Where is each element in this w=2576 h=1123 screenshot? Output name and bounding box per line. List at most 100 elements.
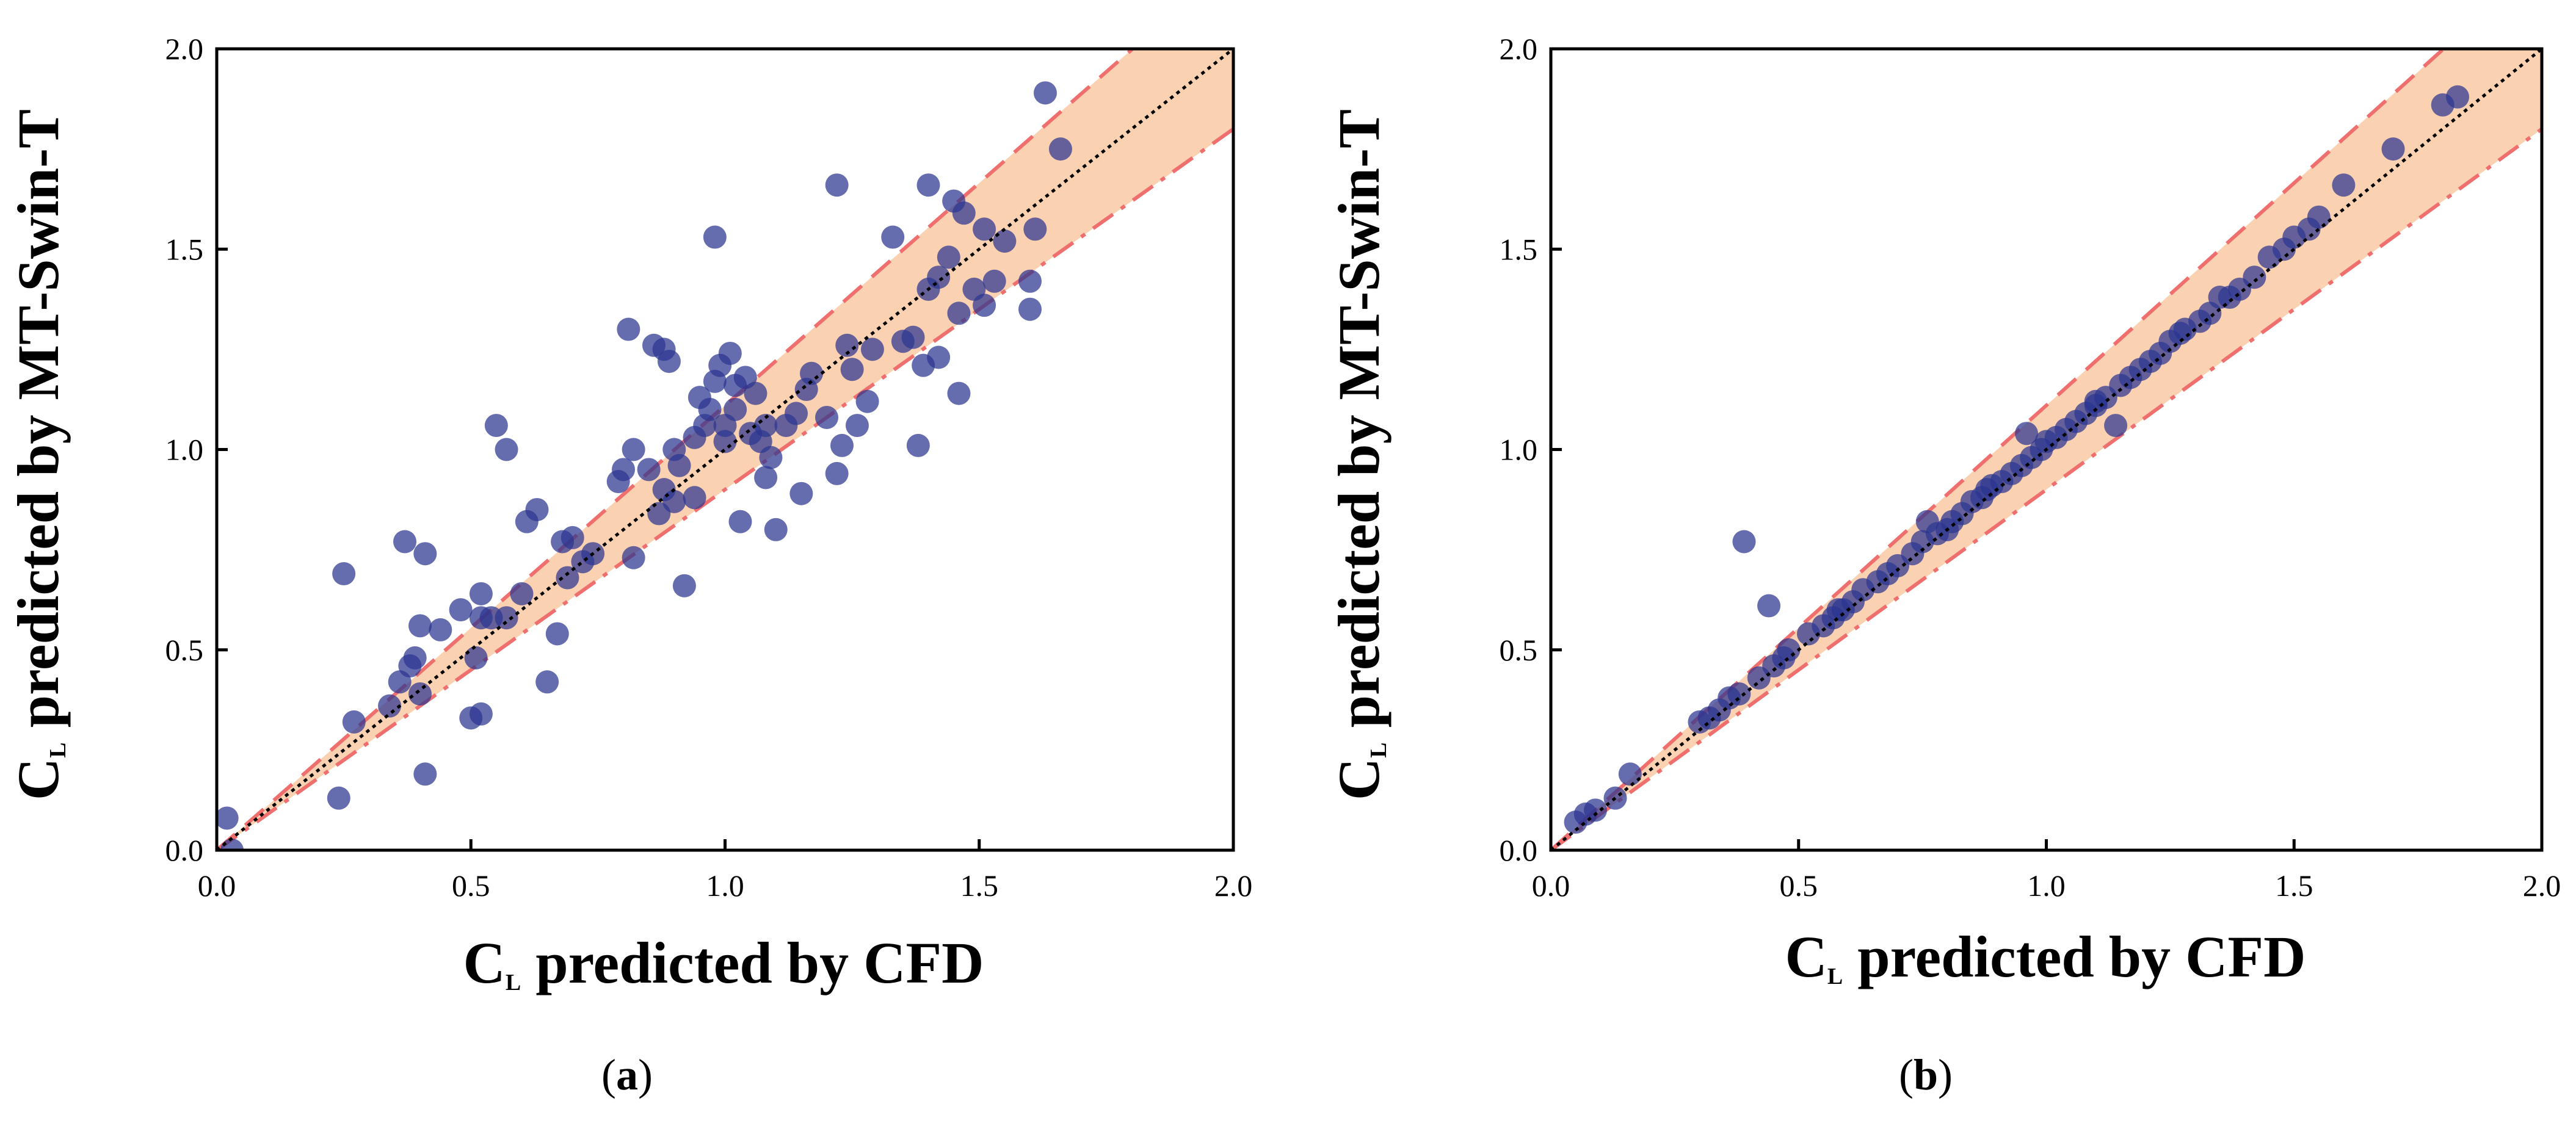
- data-point: [429, 618, 452, 641]
- data-point: [1757, 594, 1781, 618]
- panel-letter-a: a: [615, 1050, 638, 1099]
- data-point: [754, 466, 778, 489]
- data-point: [657, 350, 681, 374]
- data-point: [612, 458, 635, 482]
- data-point: [800, 361, 824, 385]
- data-point: [342, 710, 366, 734]
- data-point: [220, 839, 244, 850]
- data-point: [561, 525, 584, 549]
- y-axis-title-main: C: [1326, 758, 1391, 800]
- data-point: [703, 225, 727, 249]
- panel-a: 0.0 0.5 1.0 1.5 2.0 0.0 0.5 1.0 1.5 2.0 CL predict…: [5, 32, 1252, 1099]
- y-tick-label: 2.0: [1500, 32, 1538, 66]
- data-point: [683, 425, 706, 449]
- x-axis-title: CL predicted by CFD: [1785, 924, 2306, 989]
- data-point: [2168, 322, 2192, 345]
- data-point: [393, 530, 417, 554]
- y-axis-title-rest: predicted by MT-Swin-T: [1326, 109, 1391, 742]
- y-axis-title-sub: L: [1366, 742, 1391, 757]
- x-axis-title-main: C: [1785, 924, 1827, 989]
- data-point: [881, 225, 905, 249]
- plot-area: [1551, 49, 2542, 850]
- data-point: [815, 405, 838, 429]
- identity-line: [217, 49, 1233, 850]
- data-point: [217, 806, 239, 830]
- y-tick-label: 0.0: [165, 833, 204, 867]
- x-axis-title-rest: predicted by CFD: [1843, 924, 2306, 989]
- data-point: [927, 345, 951, 369]
- x-axis-title-rest: predicted by CFD: [521, 930, 984, 995]
- data-point: [1033, 81, 1057, 105]
- y-tick-label: 1.5: [165, 232, 204, 266]
- data-point: [845, 414, 869, 438]
- data-point: [947, 381, 971, 405]
- data-point: [1826, 598, 1850, 622]
- data-point: [1618, 762, 1642, 786]
- x-tick-label: 0.0: [198, 868, 236, 903]
- data-point: [622, 438, 645, 461]
- data-point: [510, 582, 534, 605]
- data-point: [764, 518, 788, 541]
- data-point: [2084, 389, 2108, 413]
- data-point: [724, 397, 747, 421]
- data-point: [571, 550, 595, 574]
- y-tick-label: 0.0: [1500, 833, 1538, 867]
- data-point: [789, 482, 813, 505]
- data-point: [2243, 265, 2266, 289]
- lower-bound-line: [1551, 127, 2542, 850]
- y-axis-title: CL predicted by MT-Swin-T: [1326, 109, 1391, 800]
- data-point: [973, 294, 996, 317]
- x-tick-label: 1.0: [706, 868, 744, 903]
- data-point: [413, 762, 437, 786]
- data-point: [1584, 798, 1608, 822]
- data-point: [1018, 297, 1042, 321]
- data-point: [535, 670, 559, 694]
- x-tick-label: 1.5: [960, 868, 999, 903]
- x-tick-label: 0.0: [1532, 868, 1570, 903]
- data-point: [855, 389, 879, 413]
- data-point: [464, 646, 488, 670]
- data-point: [413, 542, 437, 566]
- data-point: [825, 173, 849, 197]
- data-point: [332, 562, 356, 586]
- data-point: [728, 510, 752, 533]
- y-tick-label: 2.0: [165, 32, 204, 66]
- scatter-chart-b: 0.0 0.5 1.0 1.5 2.00.00.51.01.52.0CL predict…: [1326, 32, 2561, 989]
- panel-label-a: (a): [601, 1050, 653, 1099]
- data-point: [973, 217, 996, 241]
- y-tick-label: 0.5: [165, 633, 204, 667]
- y-axis-title: CL predicted by MT-Swin-T: [5, 109, 71, 800]
- data-point: [1727, 682, 1751, 706]
- data-point: [556, 566, 579, 590]
- data-point: [667, 453, 691, 477]
- data-point: [916, 173, 940, 197]
- data-point: [906, 433, 930, 457]
- data-point: [484, 414, 508, 438]
- data-point: [759, 446, 783, 469]
- data-point: [683, 486, 706, 510]
- data-point: [525, 497, 549, 521]
- data-point: [2332, 173, 2356, 197]
- data-point: [662, 489, 686, 513]
- data-point: [982, 269, 1006, 293]
- data-point: [2381, 137, 2405, 161]
- data-point: [718, 341, 742, 365]
- y-tick-label: 1.5: [1500, 232, 1538, 266]
- data-point: [993, 229, 1017, 253]
- data-point: [754, 414, 778, 438]
- x-tick-label: 1.5: [2275, 868, 2313, 903]
- data-point: [830, 433, 854, 457]
- data-point: [860, 338, 884, 361]
- scatter-chart-a: 0.0 0.5 1.0 1.5 2.00.00.51.01.52.0CL predict…: [5, 32, 1252, 995]
- data-point: [1023, 217, 1047, 241]
- data-point: [744, 381, 767, 405]
- data-point: [840, 358, 864, 381]
- data-point: [449, 598, 473, 622]
- plot-area: [217, 49, 1233, 850]
- data-point: [713, 430, 737, 453]
- data-point: [1777, 638, 1801, 662]
- panel-b: 0.0 0.5 1.0 1.5 2.0 0.0 0.5 1.0 1.5 2.0 CL predict…: [1288, 0, 2576, 1123]
- y-tick-label: 1.0: [1500, 433, 1538, 467]
- data-point: [469, 582, 493, 605]
- identity-line: [1551, 49, 2542, 850]
